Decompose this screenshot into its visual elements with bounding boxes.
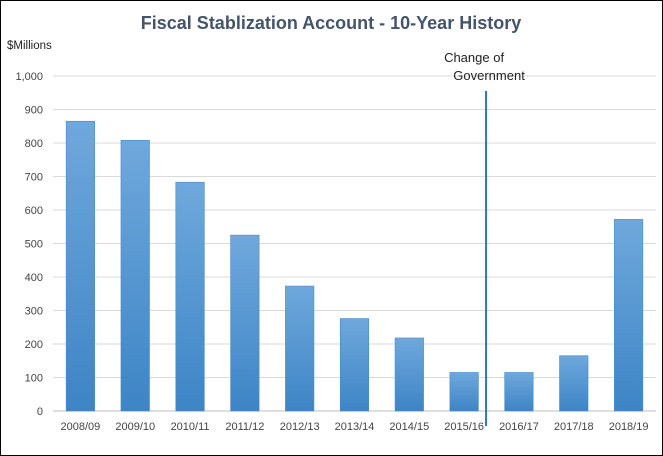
x-tick-labels: 2008/09 2009/10 2010/11 2011/12 2012/13 2013/… [61, 421, 649, 433]
y-tick-label: 500 [25, 239, 43, 251]
bar-2012-13 [285, 285, 315, 412]
x-tick-label: 2014/15 [389, 421, 429, 433]
bar-2017-18 [559, 355, 589, 412]
bar-2018-19 [614, 219, 644, 412]
y-tick-label: 300 [25, 306, 43, 318]
y-tick-labels: 0 100 200 300 400 500 600 700 800 900 1,000 [15, 71, 43, 418]
y-axis-label: $Millions [7, 40, 52, 52]
x-tick-label: 2009/10 [115, 421, 155, 433]
y-tick-label: 700 [25, 172, 43, 184]
bar-2011-12 [230, 234, 260, 412]
y-tick-label: 900 [25, 105, 43, 117]
bar-2008-09 [65, 120, 95, 412]
y-tick-label: 600 [25, 205, 43, 217]
x-tick-label: 2008/09 [61, 421, 101, 433]
chart-title: Fiscal Stablization Account - 10-Year Hi… [141, 13, 521, 33]
bar-2009-10 [120, 140, 150, 412]
x-tick-label: 2015/16 [444, 421, 484, 433]
bar-2014-15 [394, 337, 424, 412]
x-tick-label: 2018/19 [609, 421, 649, 433]
x-tick-label: 2012/13 [280, 421, 320, 433]
bar-2016-17 [504, 372, 534, 412]
bar-2013-14 [339, 318, 370, 412]
y-tick-label: 100 [25, 373, 43, 385]
x-tick-label: 2013/14 [335, 421, 375, 433]
annotation-line-1: Change of [444, 50, 504, 65]
y-tick-label: 0 [37, 406, 43, 418]
bars [65, 120, 644, 412]
bar-2010-11 [175, 181, 205, 412]
annotation-line-2: Government [453, 68, 525, 83]
x-tick-label: 2016/17 [499, 421, 539, 433]
x-tick-label: 2017/18 [554, 421, 594, 433]
x-tick-label: 2011/12 [225, 421, 264, 433]
gridlines [53, 75, 656, 412]
y-tick-label: 200 [25, 339, 43, 351]
y-tick-label: 1,000 [15, 71, 43, 83]
y-tick-label: 800 [25, 138, 43, 150]
x-tick-label: 2010/11 [171, 421, 210, 433]
y-tick-label: 400 [25, 272, 43, 284]
bar-2015-16 [449, 372, 479, 412]
